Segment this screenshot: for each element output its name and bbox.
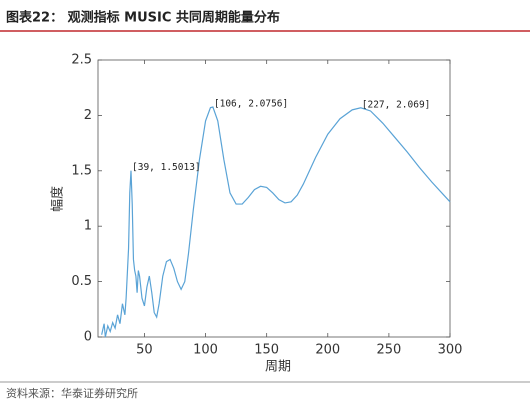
point-annotation: [106, 2.0756] (214, 99, 288, 110)
y-tick-label: 0 (84, 330, 92, 345)
point-annotation: [39, 1.5013] (132, 162, 201, 173)
x-tick-label: 100 (193, 343, 218, 358)
figure-title: 图表22： 观测指标 MUSIC 共同周期能量分布 (6, 10, 280, 26)
x-tick-label: 150 (254, 343, 279, 358)
y-tick-label: 2.5 (71, 53, 92, 68)
x-tick-label: 250 (376, 343, 401, 358)
source-note: 资料来源：华泰证券研究所 (6, 386, 138, 400)
x-tick-label: 50 (136, 343, 153, 358)
y-tick-label: 1.5 (71, 163, 92, 178)
y-tick-label: 1 (84, 219, 92, 234)
x-axis-label: 周期 (265, 360, 291, 375)
y-tick-label: 0.5 (71, 274, 92, 289)
y-axis-label: 幅度 (50, 186, 66, 212)
point-annotation: [227, 2.069] (362, 99, 431, 110)
plot-frame (97, 59, 451, 338)
x-tick-label: 300 (438, 343, 463, 358)
data-line (101, 106, 451, 338)
x-tick-label: 200 (315, 343, 340, 358)
y-tick-label: 2 (84, 108, 92, 123)
